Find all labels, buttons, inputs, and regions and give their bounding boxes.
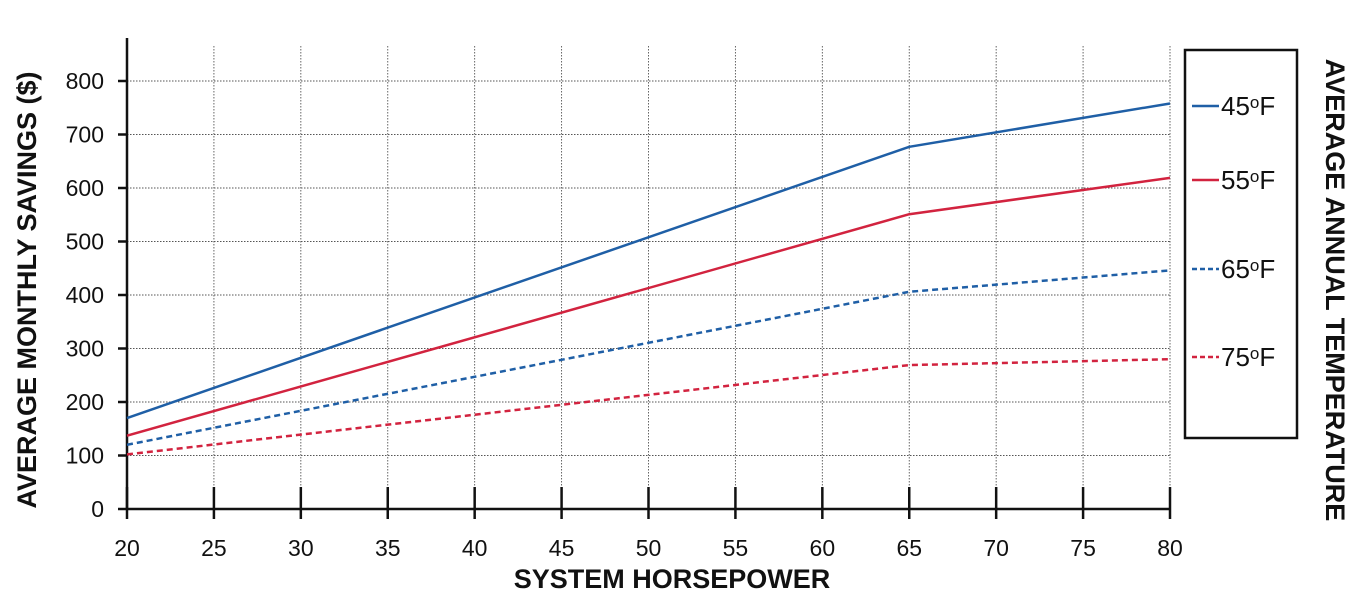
y-tick-label: 400 (66, 282, 104, 308)
x-tick-label: 30 (288, 535, 314, 561)
x-axis-title: SYSTEM HORSEPOWER (514, 564, 831, 594)
x-tick-label: 50 (636, 535, 662, 561)
y-tick-label: 800 (66, 68, 104, 94)
axes (118, 38, 1172, 519)
legend-label-65F: 65oF (1221, 254, 1275, 284)
x-tick-label: 40 (462, 535, 488, 561)
x-tick-label: 60 (810, 535, 836, 561)
x-tick-label: 55 (723, 535, 749, 561)
x-tick-label: 20 (114, 535, 140, 561)
legend-label-55F: 55oF (1221, 165, 1275, 195)
y-tick-label: 0 (91, 496, 104, 522)
x-tick-label: 45 (549, 535, 575, 561)
tick-labels: 0 100 200 300 400 500 600 700 800 20 25 30 35 40 45 50 5… (66, 68, 1183, 561)
x-tick-label: 25 (201, 535, 227, 561)
right-axis-title: AVERAGE ANNUAL TEMPERATURE (1320, 59, 1350, 522)
series-line-75F (126, 357, 1171, 456)
series-line-65F (126, 269, 1171, 447)
x-tick-label: 70 (983, 535, 1009, 561)
y-axis-title: AVERAGE MONTHLY SAVINGS ($) (12, 71, 42, 508)
y-tick-label: 100 (66, 443, 104, 469)
x-tick-label: 65 (896, 535, 922, 561)
y-tick-label: 500 (66, 229, 104, 255)
series-lines (126, 102, 1171, 456)
y-tick-label: 600 (66, 175, 104, 201)
series-line-55F (126, 176, 1171, 437)
y-tick-label: 700 (66, 122, 104, 148)
legend-label-45F: 45oF (1221, 91, 1275, 121)
legend-label-75F: 75oF (1221, 342, 1275, 372)
y-tick-label: 200 (66, 389, 104, 415)
y-tick-label: 300 (66, 336, 104, 362)
x-tick-label: 35 (375, 535, 401, 561)
legend-box (1183, 48, 1299, 440)
legend: 45oF 55oF 65oF 75oF (1192, 91, 1275, 372)
grid (127, 46, 1171, 509)
x-tick-label: 75 (1070, 535, 1096, 561)
x-tick-label: 80 (1157, 535, 1183, 561)
series-line-45F (126, 102, 1171, 420)
